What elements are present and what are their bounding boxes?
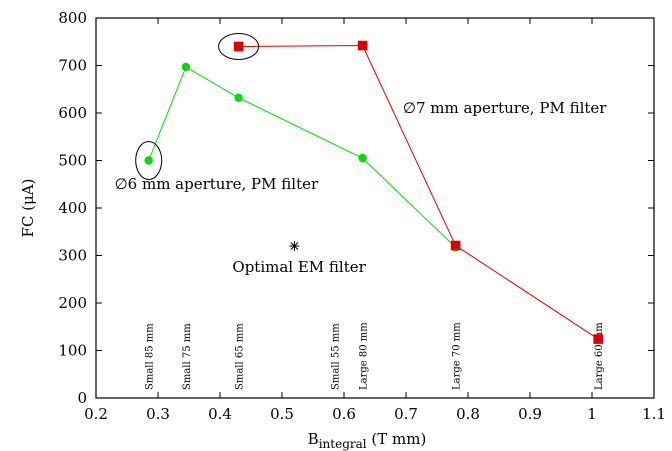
magnet-label-2: Small 65 mm — [235, 323, 246, 390]
annotations: ∅6 mm aperture, PM filter ∅7 mm aperture,… — [115, 99, 608, 276]
y-tick-label-8: 800 — [58, 9, 87, 27]
y-tick-label-3: 300 — [58, 247, 87, 265]
magnet-label-1: Small 75 mm — [182, 323, 193, 390]
annotation-1: ∅7 mm aperture, PM filter — [403, 99, 607, 117]
highlight-circle-1 — [218, 33, 260, 60]
series-0-point-0 — [144, 156, 153, 165]
series-0-point-3 — [358, 153, 367, 163]
series-0-line — [148, 66, 456, 248]
magnet-label-5: Large 70 mm — [452, 322, 463, 390]
highlight-circles — [135, 33, 260, 180]
x-tick-label-3: 0.5 — [270, 405, 294, 423]
y-tick-label-4: 400 — [58, 199, 87, 217]
y-tick-label-6: 600 — [58, 104, 87, 122]
magnet-label-4: Large 80 mm — [359, 322, 370, 390]
annotation-2: Optimal EM filter — [232, 258, 366, 276]
x-tick-label-9: 1.1 — [642, 405, 666, 423]
x-axis-label-unit: (T mm) — [367, 430, 427, 448]
y-tick-label-7: 700 — [58, 57, 87, 75]
series-1-point-2 — [450, 240, 461, 251]
y-axis-label: FC (μA) — [19, 179, 37, 238]
series-1-point-3 — [593, 334, 603, 344]
y-tick-label-1: 100 — [58, 342, 87, 360]
magnet-labels: Small 85 mm Small 75 mm Small 65 mm Small 5… — [145, 322, 606, 390]
x-tick-label-4: 0.6 — [332, 405, 356, 423]
series-1-point-0 — [233, 41, 244, 52]
y-tick-label-2: 200 — [58, 294, 87, 312]
magnet-label-6: Large 60 mm — [594, 322, 605, 390]
plot-frame — [95, 17, 655, 399]
series-1-point-1 — [357, 40, 368, 51]
highlight-circle-0 — [135, 141, 163, 180]
magnet-label-0: Small 85 mm — [145, 323, 156, 390]
x-axis-label-main: B — [308, 430, 319, 448]
magnet-label-3: Small 55 mm — [331, 323, 342, 390]
x-tick-label-2: 0.4 — [208, 405, 232, 423]
x-tick-label-1: 0.3 — [146, 405, 170, 423]
annotation-0: ∅6 mm aperture, PM filter — [115, 175, 319, 193]
series-1-line — [238, 45, 599, 340]
series-0-point-2 — [234, 93, 243, 103]
x-tick-label-8: 1 — [587, 405, 597, 423]
x-tick-label-5: 0.7 — [394, 405, 418, 423]
y-tick-label-5: 500 — [58, 152, 87, 170]
x-axis-label-subscript: integral — [319, 437, 367, 451]
x-axis-label: Bintegral (T mm) — [308, 430, 427, 451]
axis-ticks: 0.2 0.3 0.4 0.5 0.6 0.7 0.8 0.9 1 1.1 0 100 200 300 40… — [58, 9, 666, 423]
star-stroke — [290, 242, 299, 250]
series-0-point-1 — [181, 62, 191, 72]
series-points — [144, 40, 603, 344]
x-tick-label-6: 0.8 — [456, 405, 480, 423]
x-tick-label-7: 0.9 — [518, 405, 542, 423]
y-tick-label-0: 0 — [77, 389, 87, 407]
star-point — [289, 241, 300, 251]
x-tick-label-0: 0.2 — [84, 405, 108, 423]
